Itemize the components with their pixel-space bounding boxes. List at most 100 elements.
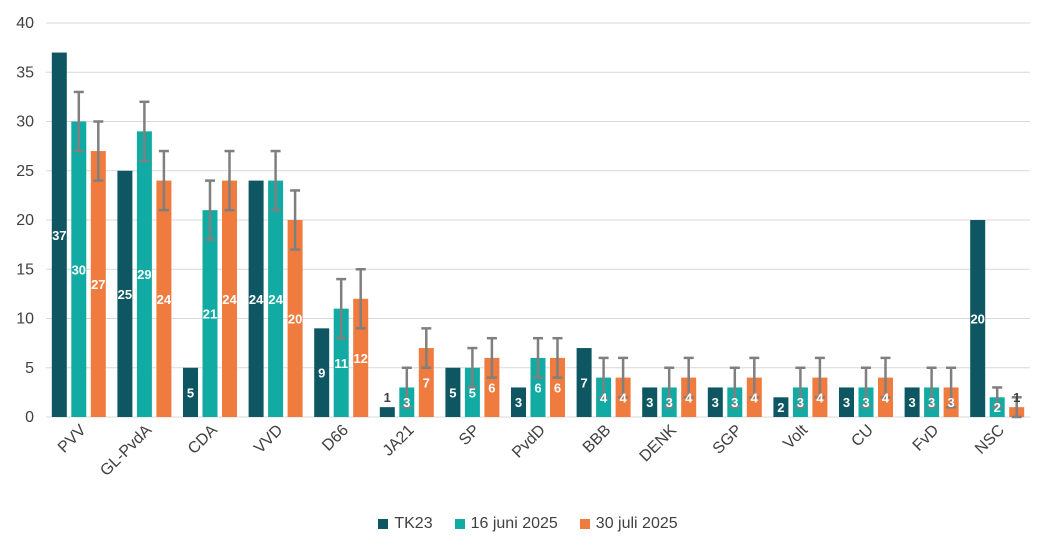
bar bbox=[117, 170, 133, 417]
bar bbox=[90, 151, 106, 418]
data-label: 3 bbox=[403, 395, 410, 410]
data-label: 3 bbox=[666, 395, 673, 410]
legend-label-tk23: TK23 bbox=[394, 515, 433, 532]
bar bbox=[156, 180, 172, 417]
data-label: 29 bbox=[137, 267, 151, 282]
data-label: 2 bbox=[994, 400, 1001, 415]
bar bbox=[418, 348, 434, 417]
x-category-label: D66 bbox=[319, 422, 352, 455]
y-tick-label: 20 bbox=[16, 212, 34, 229]
bar bbox=[136, 131, 152, 417]
y-tick-label: 10 bbox=[16, 311, 34, 328]
x-category-label: DENK bbox=[637, 422, 681, 466]
data-label: 3 bbox=[908, 395, 915, 410]
data-label: 3 bbox=[731, 395, 738, 410]
x-category-label: CDA bbox=[185, 422, 221, 458]
data-label: 21 bbox=[203, 307, 217, 322]
data-label: 7 bbox=[423, 376, 430, 391]
x-category-label: JA21 bbox=[380, 422, 418, 460]
data-label: 7 bbox=[580, 376, 587, 391]
y-tick-label: 35 bbox=[16, 64, 34, 81]
x-category-label: BBB bbox=[580, 422, 615, 457]
bar bbox=[287, 220, 303, 417]
x-category-label: FvD bbox=[910, 422, 943, 455]
data-label: 3 bbox=[646, 395, 653, 410]
bar bbox=[707, 387, 723, 417]
data-label: 4 bbox=[685, 390, 693, 405]
data-label: 3 bbox=[843, 395, 850, 410]
data-label: 11 bbox=[334, 356, 348, 371]
data-label: 3 bbox=[862, 395, 869, 410]
data-label: 4 bbox=[600, 390, 608, 405]
x-category-label: CU bbox=[848, 422, 876, 450]
bar bbox=[51, 52, 67, 418]
legend-swatch-30-juli bbox=[579, 519, 590, 529]
x-category-label: Volt bbox=[780, 421, 811, 452]
x-category-label: PVV bbox=[55, 422, 90, 457]
data-label: 5 bbox=[449, 385, 456, 400]
bar bbox=[550, 357, 565, 417]
data-label: 25 bbox=[118, 287, 132, 302]
legend-swatch-tk23 bbox=[378, 519, 389, 529]
bar bbox=[576, 348, 592, 417]
bar bbox=[333, 308, 349, 417]
x-category-label: SGP bbox=[710, 422, 746, 458]
data-label: 5 bbox=[469, 385, 476, 400]
x-category-label: PvdD bbox=[509, 422, 549, 462]
data-label: 2 bbox=[777, 400, 784, 415]
data-label: 30 bbox=[72, 262, 86, 277]
y-tick-label: 0 bbox=[25, 409, 34, 426]
data-label: 4 bbox=[882, 390, 890, 405]
bar bbox=[183, 367, 198, 417]
bar bbox=[530, 357, 546, 417]
x-category-label: NSC bbox=[972, 422, 1008, 458]
data-label: 3 bbox=[947, 395, 954, 410]
bar bbox=[222, 180, 237, 417]
x-category-label: VVD bbox=[251, 422, 286, 457]
legend-item-30-juli: 30 juli 2025 bbox=[579, 515, 678, 533]
data-label: 20 bbox=[970, 312, 984, 327]
y-tick-label: 30 bbox=[16, 114, 34, 131]
y-tick-label: 5 bbox=[25, 360, 34, 377]
data-label: 24 bbox=[222, 292, 237, 307]
data-label: 12 bbox=[353, 351, 367, 366]
data-label: 5 bbox=[187, 385, 194, 400]
legend-item-16-juni: 16 juni 2025 bbox=[454, 515, 558, 533]
legend-label-16-juni: 16 juni 2025 bbox=[470, 515, 558, 532]
bar bbox=[511, 387, 526, 417]
y-tick-label: 25 bbox=[16, 163, 34, 180]
bar bbox=[484, 357, 500, 417]
data-label: 4 bbox=[751, 390, 759, 405]
data-label: 3 bbox=[712, 395, 719, 410]
data-label: 3 bbox=[928, 395, 935, 410]
bar bbox=[445, 367, 461, 417]
bar bbox=[268, 180, 284, 417]
data-label: 9 bbox=[318, 366, 325, 381]
bar bbox=[202, 210, 218, 417]
data-label: 20 bbox=[288, 312, 302, 327]
bar bbox=[71, 121, 87, 417]
data-label: 4 bbox=[816, 390, 824, 405]
bar bbox=[314, 328, 330, 417]
data-label: 1 bbox=[384, 390, 391, 405]
legend-item-tk23: TK23 bbox=[378, 515, 433, 533]
data-label: 3 bbox=[797, 395, 804, 410]
bar bbox=[970, 220, 986, 417]
data-label: 24 bbox=[268, 292, 283, 307]
y-tick-label: 40 bbox=[16, 15, 34, 32]
data-label: 27 bbox=[91, 277, 105, 292]
data-label: 6 bbox=[534, 380, 541, 395]
legend: TK23 16 juni 2025 30 juli 2025 bbox=[0, 515, 1056, 533]
bar bbox=[248, 180, 264, 417]
data-label: 3 bbox=[515, 395, 522, 410]
y-tick-label: 15 bbox=[16, 261, 34, 278]
data-label: 4 bbox=[619, 390, 627, 405]
bar bbox=[904, 387, 920, 417]
x-category-label: SP bbox=[456, 422, 483, 449]
data-label: 24 bbox=[249, 292, 264, 307]
bar bbox=[773, 397, 789, 417]
legend-swatch-16-juni bbox=[454, 519, 465, 529]
bar bbox=[379, 407, 395, 417]
x-category-label: GL-PvdA bbox=[97, 422, 155, 480]
